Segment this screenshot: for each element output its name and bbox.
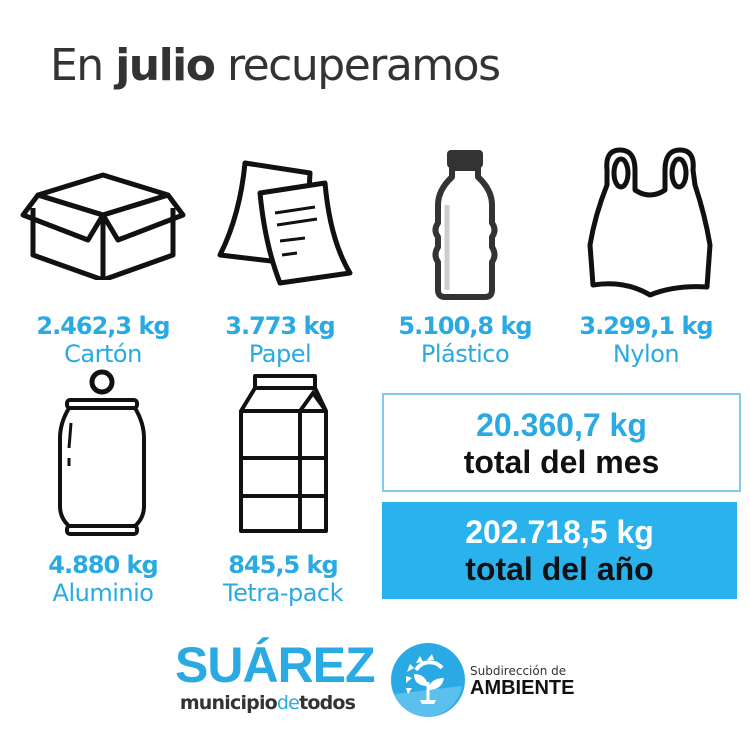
label: Nylon xyxy=(612,340,680,368)
material-carton: 2.462,3 kg Cartón xyxy=(13,312,193,368)
total-year-amount: 202.718,5 kg xyxy=(465,514,654,550)
amount: 845,5 kg xyxy=(228,551,338,579)
paper-icon xyxy=(217,160,353,286)
department-line2: AMBIENTE xyxy=(470,677,575,699)
material-nylon: 3.299,1 kg Nylon xyxy=(556,312,736,368)
material-aluminum: 4.880 kg Aluminio xyxy=(13,551,193,607)
total-year-label: total del año xyxy=(465,551,654,587)
label: Plástico xyxy=(420,340,510,368)
material-paper: 3.773 kg Papel xyxy=(190,312,370,368)
municipality-tagline: municipiodetodos xyxy=(175,692,360,714)
box-icon xyxy=(20,172,186,280)
can-icon xyxy=(58,369,146,536)
label: Aluminio xyxy=(52,579,154,607)
environment-logo-icon xyxy=(391,643,465,717)
bag-icon xyxy=(587,147,713,298)
amount: 4.880 kg xyxy=(48,551,158,579)
total-month-label: total del mes xyxy=(463,444,660,480)
environment-department: Subdirección de AMBIENTE xyxy=(470,664,574,698)
label: Papel xyxy=(248,340,312,368)
amount: 3.299,1 kg xyxy=(579,312,713,340)
amount: 2.462,3 kg xyxy=(36,312,170,340)
amount: 3.773 kg xyxy=(225,312,335,340)
total-month-amount: 20.360,7 kg xyxy=(476,407,647,443)
tagline-b: de xyxy=(276,692,300,714)
carton-pack-icon xyxy=(239,374,328,533)
label: Cartón xyxy=(64,340,142,368)
tagline-c: todos xyxy=(299,692,356,714)
title-prefix: En xyxy=(50,40,116,91)
amount: 5.100,8 kg xyxy=(398,312,532,340)
total-year-box: 202.718,5 kg total del año xyxy=(382,502,737,599)
page-title: En julio recuperamos xyxy=(50,40,501,91)
material-plastic: 5.100,8 kg Plástico xyxy=(375,312,555,368)
department-line1: Subdirección de xyxy=(470,664,567,678)
title-suffix: recuperamos xyxy=(214,40,501,91)
municipality-logo: SUÁREZ municipiodetodos xyxy=(175,637,376,714)
material-tetrapack: 845,5 kg Tetra-pack xyxy=(193,551,373,607)
municipality-name: SUÁREZ xyxy=(175,637,376,693)
total-month-box: 20.360,7 kg total del mes xyxy=(382,393,741,492)
title-month: julio xyxy=(115,40,216,91)
bottle-icon xyxy=(432,150,498,300)
label: Tetra-pack xyxy=(222,579,344,607)
tagline-a: municipio xyxy=(179,692,278,714)
